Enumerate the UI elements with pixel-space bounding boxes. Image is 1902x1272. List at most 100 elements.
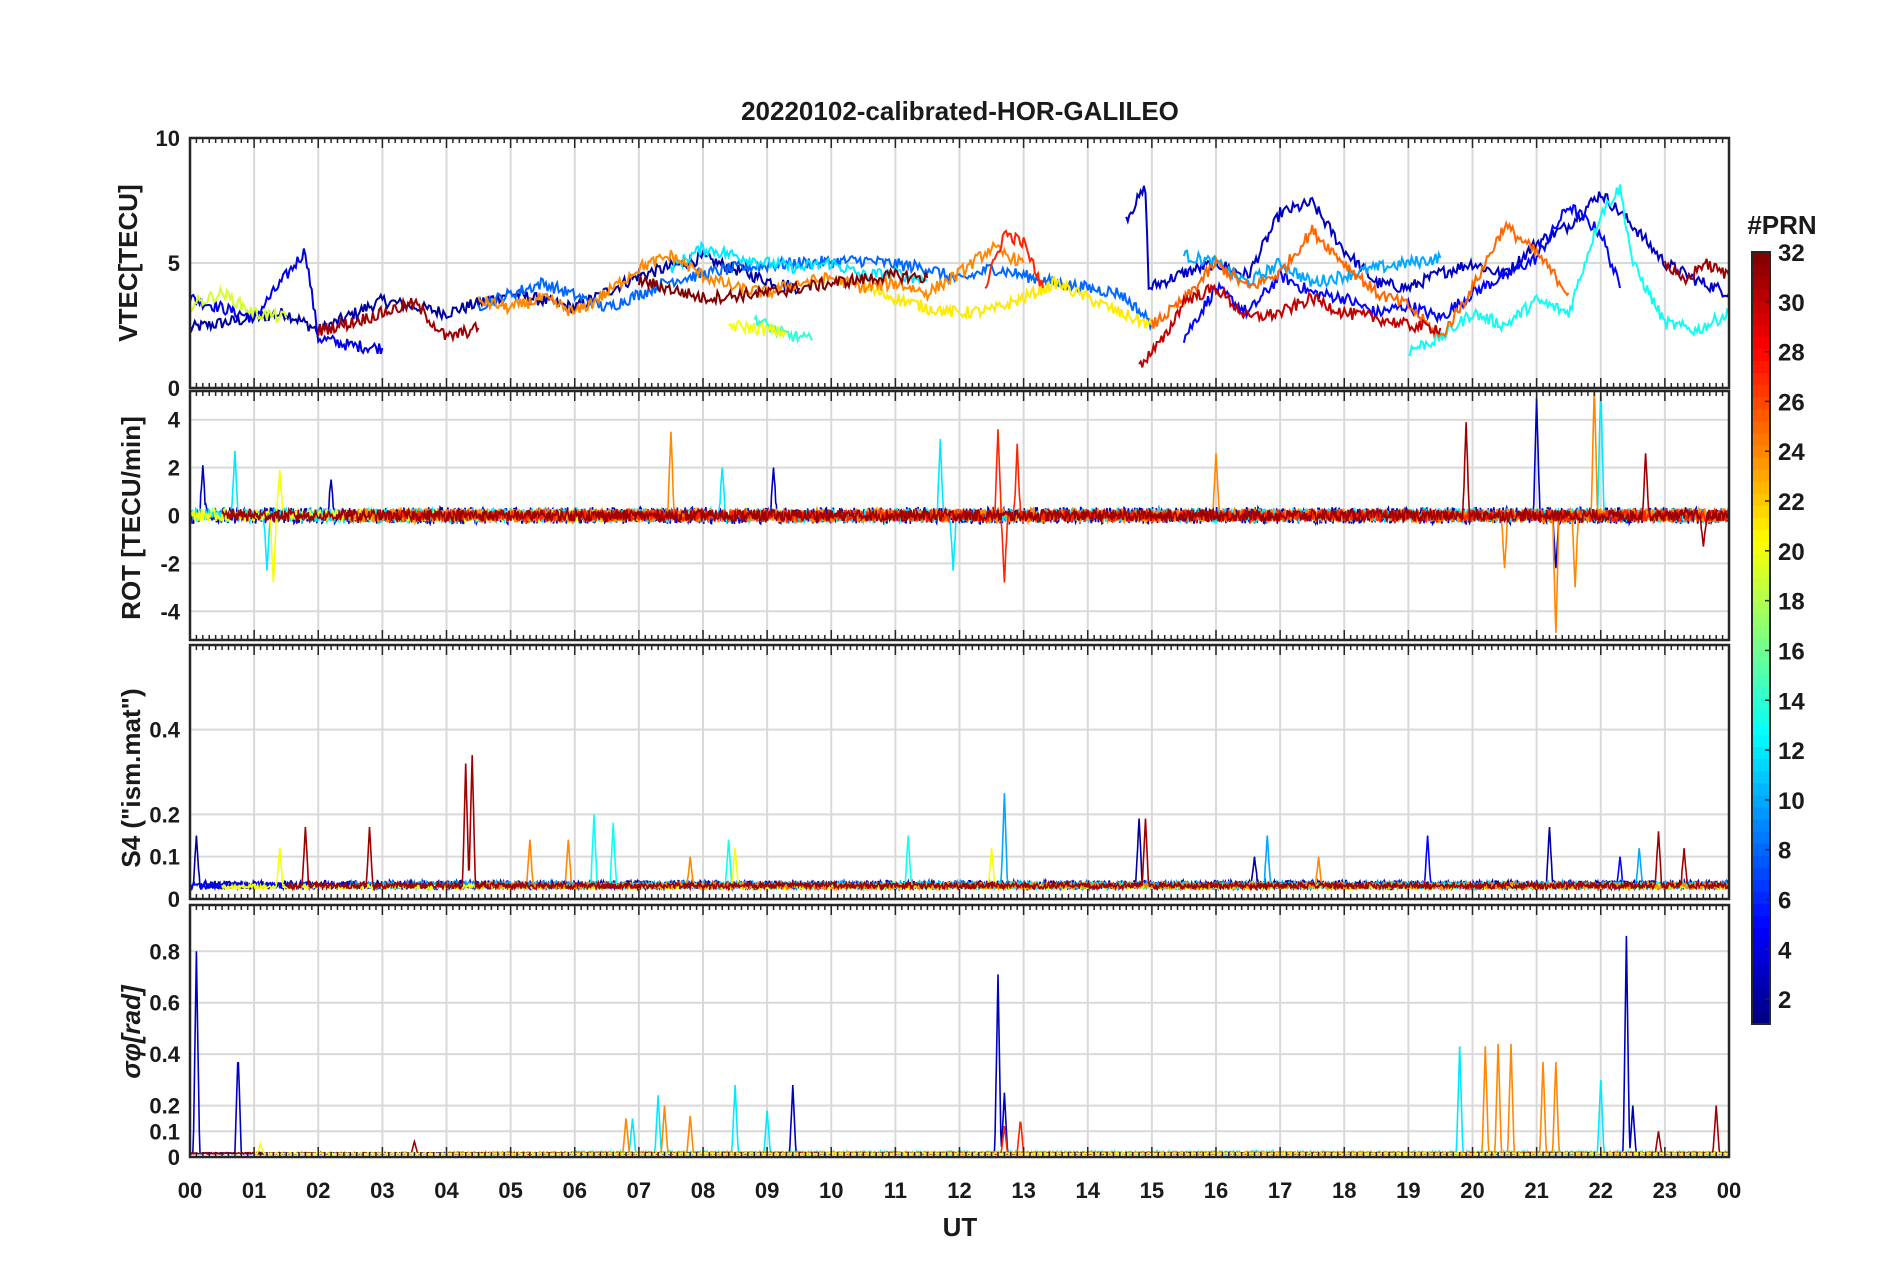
x-tick-label: 14 bbox=[1076, 1178, 1101, 1203]
colorbar-tick-label: 14 bbox=[1778, 688, 1805, 715]
colorbar-tick-label: 10 bbox=[1778, 788, 1805, 815]
colorbar-segment bbox=[1752, 746, 1770, 760]
axes-sigma: 00.10.2 0.4 0.6 0.8 bbox=[149, 903, 1731, 1170]
x-tick-label: 07 bbox=[627, 1178, 651, 1203]
series-rot bbox=[190, 391, 1729, 633]
series-line-prn-3 bbox=[1125, 185, 1729, 298]
colorbar-segment bbox=[1752, 806, 1770, 820]
x-tick-label: 23 bbox=[1653, 1178, 1677, 1203]
x-tick-label: 00 bbox=[178, 1178, 202, 1203]
series-s4 bbox=[190, 755, 1729, 892]
colorbar-segment bbox=[1752, 999, 1770, 1013]
colorbar-label: #PRN bbox=[1747, 210, 1816, 240]
colorbar-tick-label: 6 bbox=[1778, 887, 1791, 914]
x-tick-label: 09 bbox=[755, 1178, 779, 1203]
colorbar-segment bbox=[1752, 867, 1770, 880]
series-line-prn-4 bbox=[190, 248, 384, 355]
axes-frame bbox=[188, 389, 1731, 642]
colorbar-tick-label: 22 bbox=[1778, 489, 1805, 516]
x-tick-label: 01 bbox=[242, 1178, 266, 1203]
colorbar-segment bbox=[1752, 432, 1770, 446]
colorbar-tick-label: 32 bbox=[1778, 240, 1805, 267]
colorbar-tick-label: 12 bbox=[1778, 738, 1805, 765]
colorbar-segment bbox=[1752, 831, 1770, 844]
series-line-prn-19 bbox=[190, 284, 288, 324]
series-line-prn-5 bbox=[1182, 203, 1621, 344]
colorbar-tick-label: 16 bbox=[1778, 638, 1805, 665]
x-tick-label: 02 bbox=[306, 1178, 330, 1203]
series-line-prn-25 bbox=[1150, 219, 1570, 340]
colorbar-segment bbox=[1752, 469, 1770, 482]
x-tick-label: 11 bbox=[884, 1178, 907, 1203]
colorbar-segment bbox=[1752, 698, 1770, 711]
colorbar-segment bbox=[1752, 408, 1770, 422]
colorbar-tick-label: 18 bbox=[1778, 589, 1805, 616]
colorbar-tick-label: 26 bbox=[1778, 389, 1805, 416]
colorbar-segment bbox=[1752, 457, 1770, 470]
colorbar-segment bbox=[1752, 577, 1770, 591]
colorbar-segment bbox=[1752, 782, 1770, 796]
y-tick-label: -2 bbox=[160, 551, 180, 576]
y-tick-label: 0.4 bbox=[149, 718, 180, 743]
y-tick-label: 2 bbox=[168, 456, 180, 481]
y-tick-label: 10 bbox=[156, 126, 180, 151]
axes-vtec: 0 5 10 bbox=[156, 126, 1731, 401]
ylabel-rot: ROT [TECU/min] bbox=[116, 416, 146, 620]
colorbar-segment bbox=[1752, 553, 1770, 567]
colorbar-tick-label: 4 bbox=[1778, 937, 1792, 964]
colorbar-segment bbox=[1752, 987, 1770, 1001]
colorbar-segment bbox=[1752, 1011, 1770, 1025]
y-tick-label: 0 bbox=[168, 504, 180, 529]
ylabel-sigma: σφ[rad] bbox=[116, 984, 146, 1079]
series-vtec bbox=[190, 184, 1729, 368]
colorbar-segment bbox=[1752, 589, 1770, 603]
x-tick-label: 13 bbox=[1011, 1178, 1035, 1203]
panel-rot: -4 -2 0 2 4 ROT [TECU/min] bbox=[116, 389, 1731, 642]
ylabel-vtec: VTEC[TECU] bbox=[113, 184, 143, 341]
colorbar-segment bbox=[1752, 710, 1770, 724]
series-line-prn-30 bbox=[1138, 283, 1442, 368]
panel-s4: 0 0.1 0.2 0.4 S4 ("ism.mat") bbox=[116, 643, 1731, 912]
colorbar-segment bbox=[1752, 686, 1770, 699]
colorbar-segment bbox=[1752, 939, 1770, 953]
colorbar-segment bbox=[1752, 336, 1770, 350]
x-tick-label: 10 bbox=[819, 1178, 843, 1203]
colorbar-segment bbox=[1752, 493, 1770, 506]
colorbar-segment bbox=[1752, 420, 1770, 434]
colorbar-segment bbox=[1752, 674, 1770, 687]
panel-sigma: 00.10.2 0.4 0.6 0.8 σφ[rad] bbox=[116, 903, 1731, 1170]
colorbar-segment bbox=[1752, 891, 1770, 904]
colorbar-segment bbox=[1752, 372, 1770, 386]
colorbar-segment bbox=[1752, 276, 1770, 289]
colorbar-segment bbox=[1752, 312, 1770, 325]
colorbar-tick-label: 30 bbox=[1778, 290, 1805, 317]
series-line-prn-31 bbox=[1663, 258, 1729, 287]
y-tick-label: 0.6 bbox=[149, 991, 180, 1016]
colorbar-segment bbox=[1752, 264, 1770, 277]
colorbar-tick-label: 24 bbox=[1778, 439, 1805, 466]
colorbar-segment bbox=[1752, 529, 1770, 543]
y-tick-label: 5 bbox=[168, 251, 180, 276]
colorbar-segment bbox=[1752, 324, 1770, 338]
x-tick-labels: 00 01 02 03 04 05 06 07 08 09 10 11 12 13 14 15 16 17 18 19… bbox=[178, 1178, 1741, 1203]
colorbar-segment bbox=[1752, 384, 1770, 398]
axes-s4: 0 0.1 0.2 0.4 bbox=[149, 643, 1731, 912]
colorbar-segment bbox=[1752, 963, 1770, 977]
axes-rot: -4 -2 0 2 4 bbox=[160, 389, 1731, 642]
axes-frame bbox=[188, 903, 1731, 1159]
colorbar-segment bbox=[1752, 505, 1770, 518]
colorbar-segment bbox=[1752, 794, 1770, 808]
colorbar-frame bbox=[1751, 251, 1771, 1025]
y-tick-label: 0.4 bbox=[149, 1042, 180, 1067]
x-tick-label: 20 bbox=[1460, 1178, 1484, 1203]
grid-s4 bbox=[189, 645, 1730, 900]
x-tick-label: 21 bbox=[1524, 1178, 1548, 1203]
x-tick-label: 15 bbox=[1140, 1178, 1164, 1203]
series-line-prn-21 bbox=[862, 275, 1153, 330]
colorbar-segment bbox=[1752, 360, 1770, 374]
colorbar-segment bbox=[1752, 252, 1770, 265]
colorbar-segment bbox=[1752, 662, 1770, 675]
colorbar-segment bbox=[1752, 445, 1770, 458]
